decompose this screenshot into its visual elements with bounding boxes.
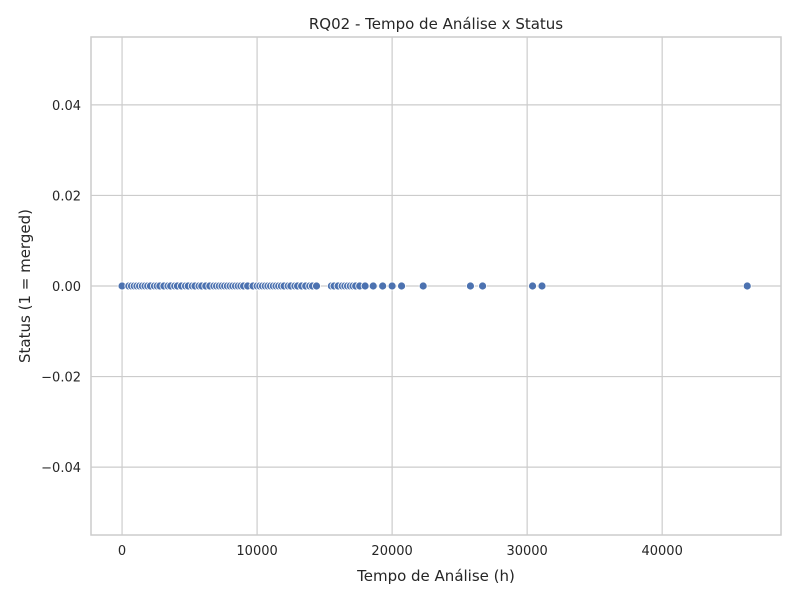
- data-points: [117, 281, 752, 291]
- x-tick-label: 40000: [641, 544, 682, 559]
- tick-labels: 0 10000 20000 30000 40000 −0.04 −0.02 0.00 0.02 0…: [41, 99, 683, 559]
- y-tick-label: −0.04: [41, 461, 81, 476]
- data-point: [418, 281, 428, 291]
- data-point: [528, 281, 537, 291]
- data-point: [378, 281, 388, 291]
- y-tick-label: 0.02: [52, 189, 81, 204]
- data-point: [360, 281, 370, 291]
- x-tick-label: 10000: [236, 544, 277, 559]
- data-point: [466, 281, 475, 291]
- y-tick-label: 0.00: [52, 280, 81, 295]
- y-axis-label: Status (1 = merged): [16, 209, 34, 363]
- data-point: [387, 281, 397, 291]
- data-point: [537, 281, 547, 291]
- data-point: [397, 281, 406, 291]
- data-point: [312, 281, 321, 291]
- x-tick-label: 0: [118, 544, 126, 559]
- y-tick-label: 0.04: [52, 99, 81, 114]
- x-tick-label: 30000: [506, 544, 547, 559]
- y-tick-label: −0.02: [41, 371, 81, 386]
- chart-title: RQ02 - Tempo de Análise x Status: [309, 15, 563, 33]
- x-axis-label: Tempo de Análise (h): [356, 567, 515, 585]
- x-tick-label: 20000: [371, 544, 412, 559]
- data-point: [742, 281, 752, 291]
- data-point: [478, 281, 487, 291]
- plot-area-frame: [90, 36, 782, 536]
- data-point: [368, 281, 378, 291]
- grid-lines: [91, 37, 781, 535]
